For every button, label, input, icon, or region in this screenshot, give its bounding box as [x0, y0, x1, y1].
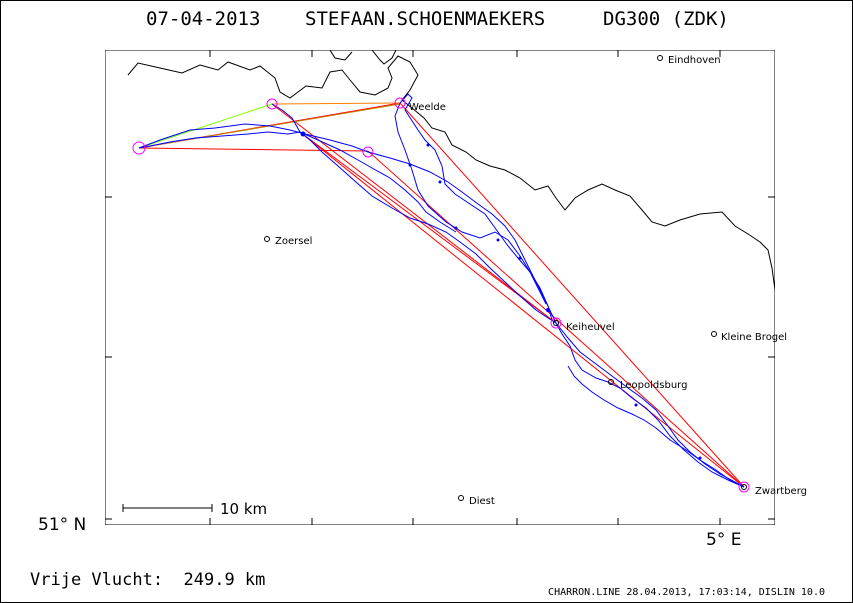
place-markers [264, 55, 747, 501]
track-markers [300, 131, 702, 460]
scale-bar-line [122, 504, 213, 512]
place-label-leopoldsburg: Leopoldsburg [620, 380, 688, 391]
scale-bar-label: 10 km [220, 500, 268, 518]
axis-ticks [105, 50, 775, 525]
place-label-kleine-brogel: Kleine Brogel [721, 332, 788, 343]
country-border [127, 55, 775, 291]
flight-title: 07-04-2013 STEFAAN.SCHOENMAEKERS DG300 (… [0, 8, 853, 32]
glider-type: DG300 (ZDK) [603, 8, 729, 30]
upper-border [329, 50, 397, 65]
flight-track [138, 93, 745, 488]
flight-date: 07-04-2013 [146, 8, 261, 30]
place-label-zoersel: Zoersel [275, 236, 313, 247]
render-credits: CHARRON.LINE 28.04.2013, 17:03:14, DISLI… [548, 587, 825, 598]
flight-map [105, 50, 775, 525]
flight-distance: Vrije Vlucht: 249.9 km [30, 570, 266, 590]
latitude-label: 51° N [38, 515, 87, 535]
place-label-diest: Diest [469, 496, 495, 507]
turnpoint-markers [132, 97, 750, 493]
place-label-eindhoven: Eindhoven [668, 55, 721, 66]
place-label-weelde: Weelde [409, 102, 446, 113]
task-lines [138, 102, 745, 488]
place-label-zwartberg: Zwartberg [755, 486, 807, 497]
place-label-keiheuvel: Keiheuvel [566, 322, 615, 333]
start-leg [138, 103, 273, 149]
pilot-name: STEFAAN.SCHOENMAEKERS [305, 8, 546, 30]
orange-leg [271, 102, 401, 105]
longitude-label: 5° E [706, 530, 742, 550]
map-border [105, 50, 775, 525]
